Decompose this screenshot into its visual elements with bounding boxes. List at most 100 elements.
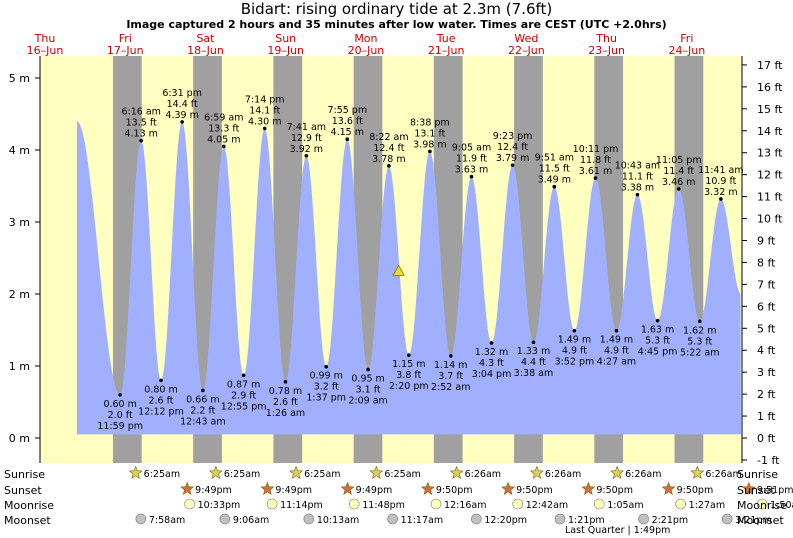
date-label: 17–Jun	[107, 44, 144, 57]
high-tide-meters: 4.30 m	[248, 116, 281, 127]
sunrise-icon	[449, 465, 464, 479]
moonset-icon	[721, 513, 733, 525]
low-tide-meters: 1.33 m	[517, 346, 550, 357]
high-tide-time: 9:05 am	[452, 143, 491, 154]
high-tide-meters: 4.05 m	[207, 134, 240, 145]
high-tide-time: 8:22 am	[369, 132, 408, 143]
moonrise-time: 11:48pm	[362, 500, 405, 511]
high-tide-time: 10:43 am	[615, 161, 660, 172]
low-tide-point	[366, 367, 370, 372]
low-tide-meters: 1.15 m	[392, 359, 425, 370]
low-tide-feet: 4.4 ft	[521, 357, 546, 368]
high-tide-point	[139, 138, 143, 143]
moonrise-icon	[430, 498, 442, 510]
y-tick-label-ft: 4 ft	[757, 344, 776, 357]
high-tide-point	[345, 137, 350, 141]
day-of-week-label: Tue	[436, 32, 456, 45]
high-tide-point	[469, 174, 474, 179]
moonset-time: 2:21pm	[652, 515, 689, 526]
moonrise-time: 1:27am	[689, 500, 725, 511]
moonset-icon	[554, 513, 566, 525]
high-tide-time: 7:41 am	[287, 122, 326, 133]
moonrise-icon	[675, 498, 686, 510]
high-tide-meters: 3.78 m	[372, 154, 405, 165]
high-tide-meters: 4.39 m	[165, 110, 198, 121]
y-tick-label-ft: 1 ft	[757, 410, 776, 423]
y-tick-label-ft: 8 ft	[757, 256, 776, 269]
high-tide-feet: 13.1 ft	[414, 128, 445, 139]
day-of-week-label: Thu	[34, 32, 56, 45]
high-tide-feet: 11.1 ft	[622, 172, 653, 183]
high-tide-meters: 3.63 m	[455, 165, 488, 176]
date-label: 18–Jun	[187, 44, 224, 57]
moonset-row-label-right: Moonset	[737, 514, 784, 527]
y-tick-label-ft: -1 ft	[757, 454, 780, 467]
moonrise-icon	[756, 498, 768, 510]
high-tide-meters: 3.49 m	[538, 175, 571, 186]
y-tick-label-m: 4 m	[9, 144, 30, 157]
low-tide-meters: 1.14 m	[434, 360, 467, 371]
low-tide-feet: 2.2 ft	[190, 405, 215, 416]
sunrise-icon	[610, 465, 625, 479]
y-tick-label-ft: 7 ft	[757, 278, 776, 291]
y-tick-label-ft: 14 ft	[757, 125, 783, 138]
low-tide-point	[572, 328, 577, 333]
moonset-time: 12:20pm	[484, 515, 527, 526]
sunrise-time: 6:25am	[224, 469, 260, 480]
moonset-time: 7:58am	[149, 515, 185, 526]
low-tide-meters: 1.63 m	[641, 325, 674, 336]
y-tick-label-m: 1 m	[9, 360, 30, 373]
sunrise-row-label-right: Sunrise	[737, 468, 779, 481]
sunset-time: 9:50pm	[596, 485, 633, 496]
sunset-time: 9:50pm	[516, 485, 553, 496]
day-of-week-label: Mon	[354, 32, 377, 45]
low-tide-feet: 3.7 ft	[438, 371, 463, 382]
low-tide-point	[283, 380, 288, 384]
high-tide-time: 9:23 pm	[493, 131, 533, 142]
y-tick-label-ft: 5 ft	[757, 322, 776, 335]
sunset-time: 9:49pm	[275, 485, 312, 496]
sunrise-icon	[128, 465, 143, 479]
low-tide-meters: 0.60 m	[103, 399, 136, 410]
sunrise-time: 6:26am	[465, 469, 501, 480]
chart-subtitle: Image captured 2 hours and 35 minutes af…	[126, 18, 667, 31]
high-tide-time: 11:41 am	[698, 165, 743, 176]
high-tide-time: 6:31 pm	[162, 88, 202, 99]
high-tide-feet: 12.4 ft	[497, 142, 528, 153]
sunrise-icon	[369, 465, 384, 479]
low-tide-feet: 4.9 ft	[604, 346, 629, 357]
low-tide-time: 3:04 pm	[472, 369, 512, 380]
low-tide-meters: 0.66 m	[186, 394, 219, 405]
y-tick-label-ft: 11 ft	[757, 191, 783, 204]
sunrise-time: 6:25am	[304, 469, 340, 480]
high-tide-feet: 12.9 ft	[291, 133, 322, 144]
sunset-time: 9:50pm	[436, 485, 473, 496]
sunset-row-label: Sunset	[4, 484, 42, 497]
low-tide-point	[241, 373, 246, 378]
high-tide-time: 9:51 am	[535, 153, 574, 164]
day-of-week-label: Wed	[514, 32, 538, 45]
sunset-row-label-right: Sunset	[737, 484, 775, 497]
high-tide-point	[221, 144, 226, 149]
low-tide-time: 1:37 pm	[306, 393, 346, 404]
low-tide-feet: 3.1 ft	[356, 385, 381, 396]
low-tide-meters: 0.78 m	[269, 386, 302, 397]
moonrise-time: 1:50am	[770, 500, 793, 511]
low-tide-time: 12:12 pm	[138, 406, 184, 417]
low-tide-time: 11:59 pm	[97, 421, 143, 432]
low-tide-meters: 1.62 m	[683, 325, 716, 336]
high-tide-meters: 3.92 m	[290, 144, 323, 155]
sunrise-time: 6:26am	[625, 469, 661, 480]
sunset-icon	[741, 481, 756, 495]
high-tide-time: 6:59 am	[204, 112, 243, 123]
high-tide-meters: 3.38 m	[621, 183, 654, 194]
moon-phase-note: Last Quarter | 1:49pm	[565, 525, 671, 536]
low-tide-meters: 0.95 m	[351, 374, 384, 385]
low-tide-point	[201, 388, 205, 393]
high-tide-meters: 4.15 m	[331, 127, 364, 138]
high-tide-point	[304, 153, 309, 158]
high-tide-feet: 14.4 ft	[167, 99, 198, 110]
y-tick-label-ft: 6 ft	[757, 300, 776, 313]
moonrise-row-label: Moonrise	[4, 499, 54, 512]
